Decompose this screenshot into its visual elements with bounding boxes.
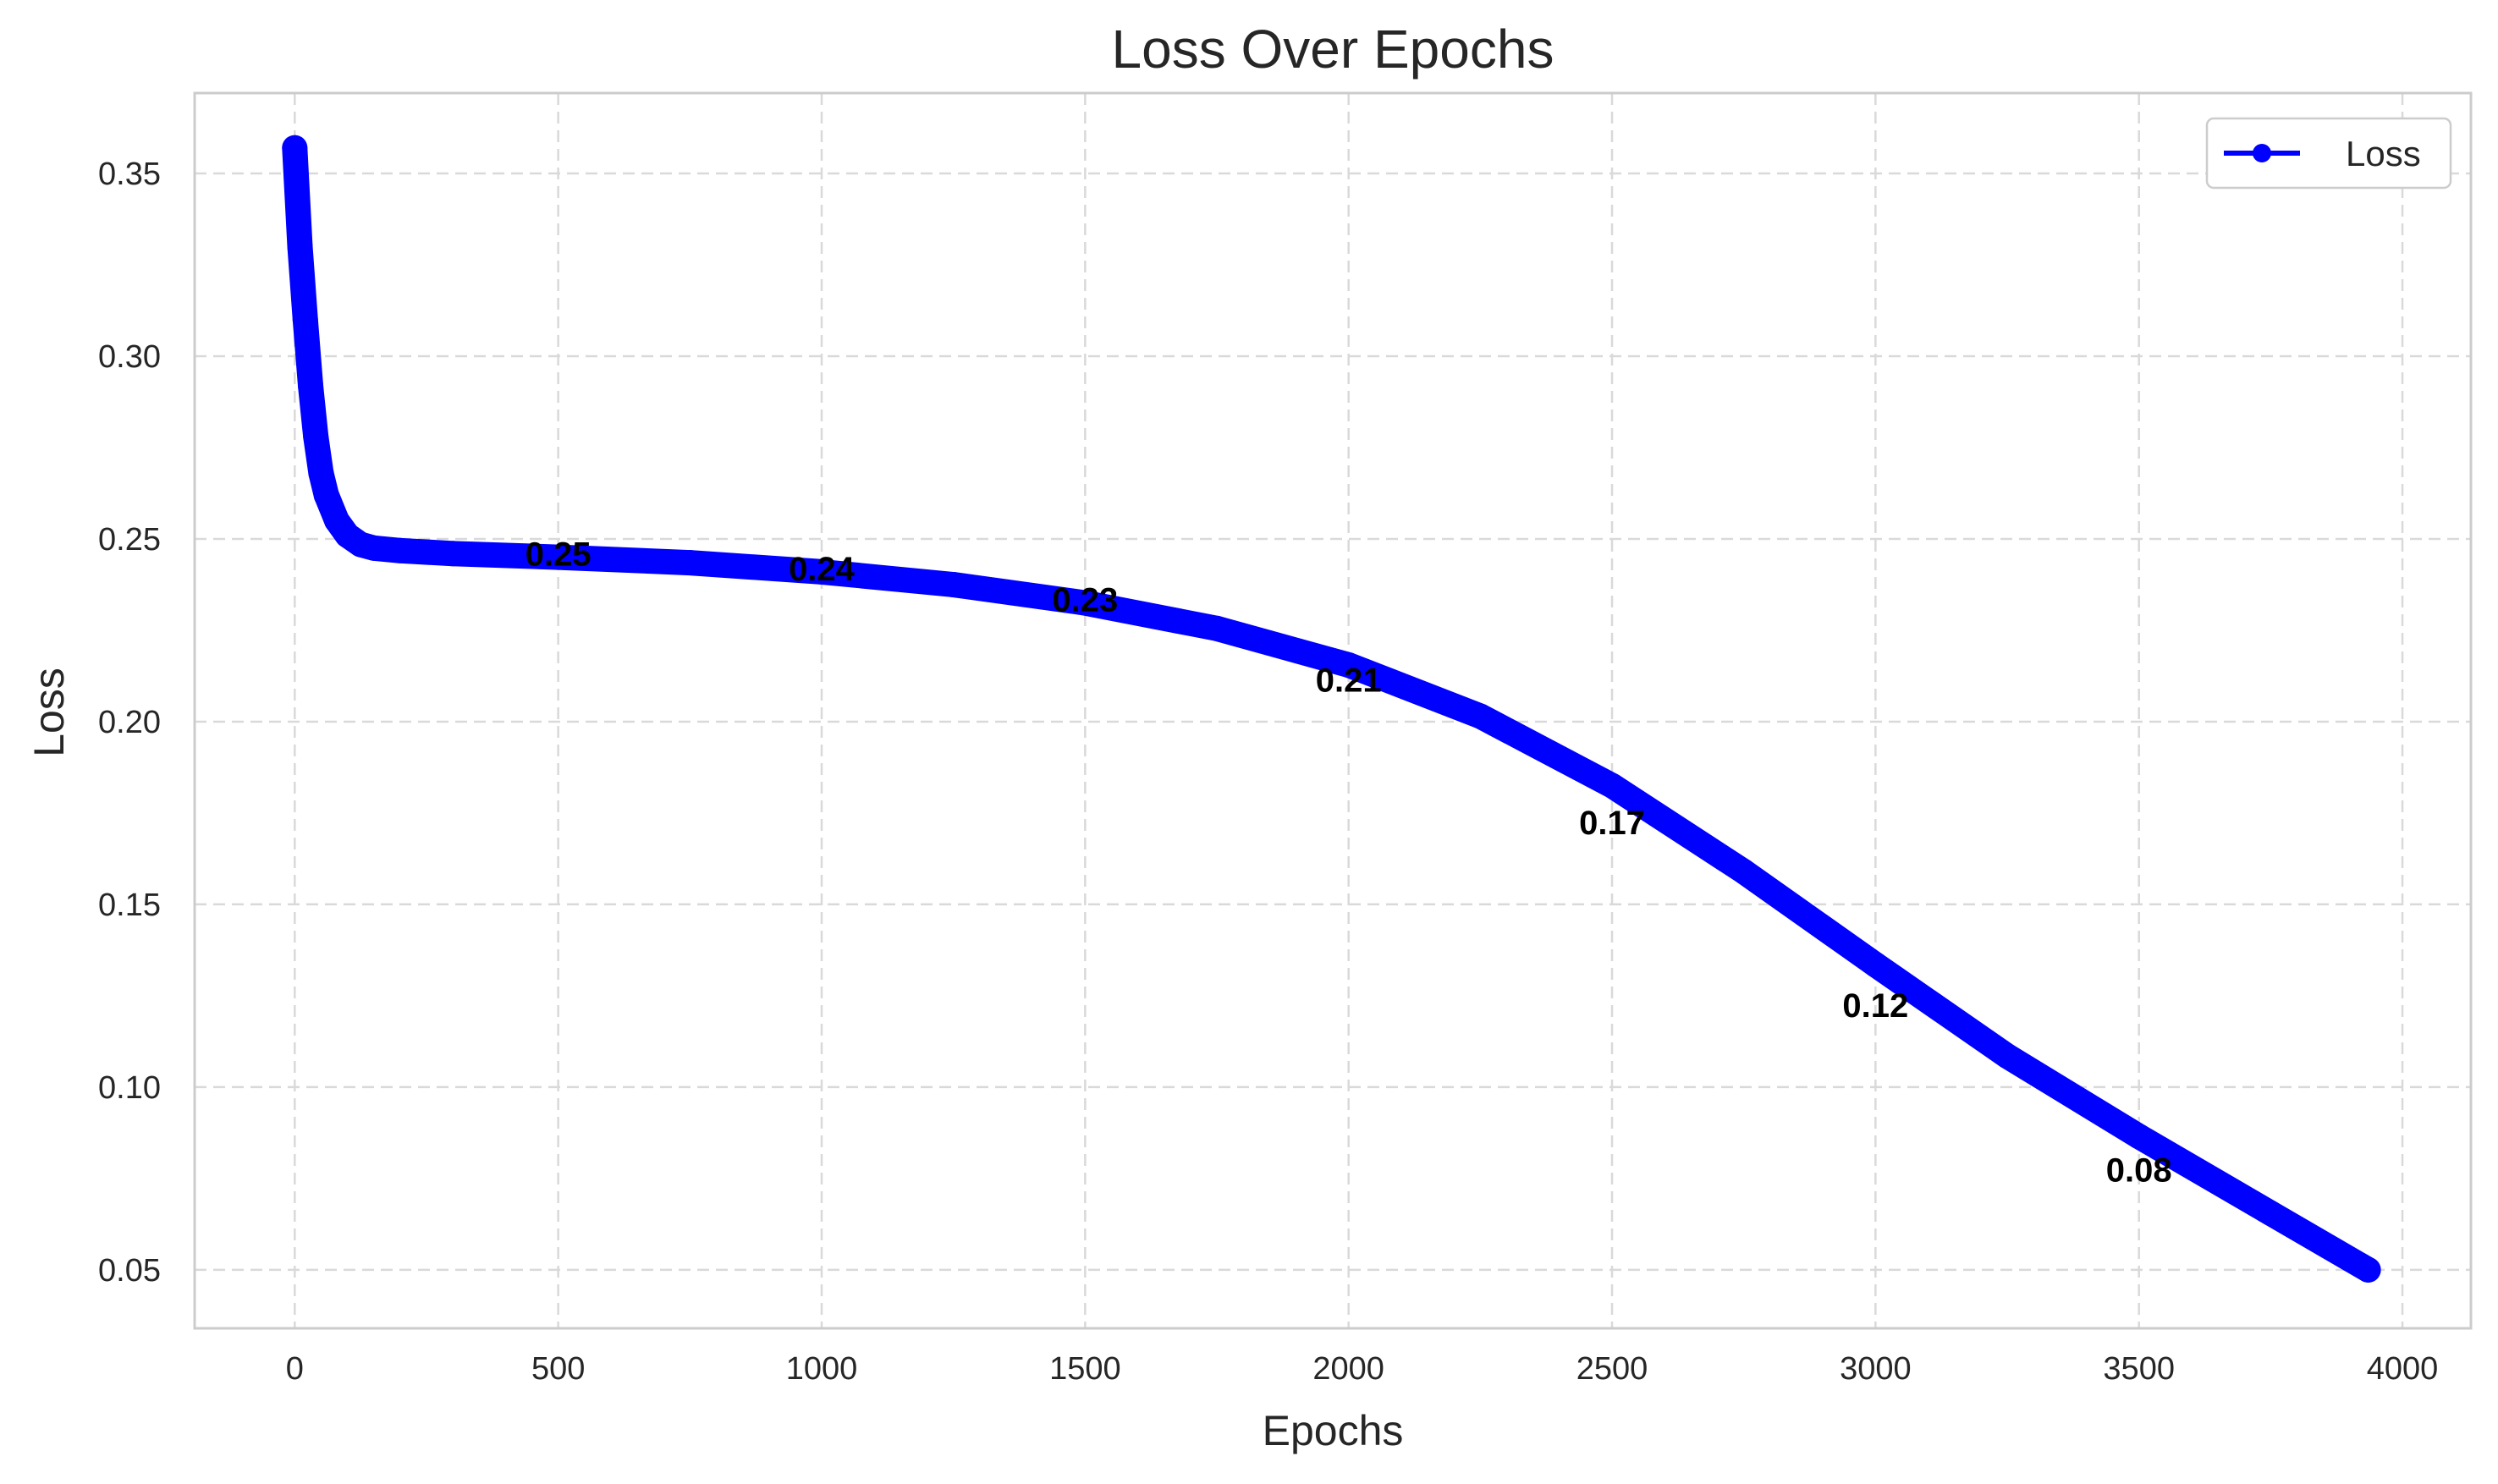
series-point bbox=[292, 306, 318, 333]
series-point bbox=[1204, 615, 1230, 641]
y-axis-label: Loss bbox=[25, 668, 73, 757]
series-point bbox=[1599, 772, 1626, 799]
legend[interactable]: Loss bbox=[2205, 117, 2452, 190]
x-tick-label: 1500 bbox=[1049, 1351, 1121, 1387]
series-point bbox=[2126, 1124, 2152, 1150]
series-point bbox=[1335, 652, 1362, 679]
legend-box bbox=[2205, 117, 2452, 190]
series-point bbox=[1995, 1043, 2021, 1069]
x-tick-label: 2000 bbox=[1312, 1351, 1384, 1387]
series-point bbox=[282, 135, 308, 161]
series-point bbox=[308, 460, 334, 486]
x-tick-label: 3000 bbox=[1840, 1351, 1912, 1387]
x-tick-label: 3500 bbox=[2103, 1351, 2175, 1387]
y-tick-label: 0.15 bbox=[98, 888, 161, 923]
y-tick-label: 0.05 bbox=[98, 1253, 161, 1289]
series-point bbox=[287, 234, 313, 260]
data-label: 0.08 bbox=[2106, 1151, 2172, 1189]
legend-entry-loss: Loss bbox=[2346, 134, 2421, 173]
y-tick-label: 0.30 bbox=[98, 339, 161, 375]
y-axis-ticks: 0.05 0.10 0.15 0.20 0.25 0.30 0.35 bbox=[98, 157, 161, 1289]
x-axis-label: Epochs bbox=[1263, 1407, 1404, 1454]
series-point bbox=[297, 372, 323, 398]
data-label: 0.23 bbox=[1052, 582, 1118, 619]
x-axis-ticks: 0 500 1000 1500 2000 2500 3000 3500 4000 bbox=[286, 1351, 2439, 1387]
grid-lines bbox=[195, 93, 2471, 1328]
y-tick-label: 0.10 bbox=[98, 1070, 161, 1106]
y-tick-label: 0.25 bbox=[98, 522, 161, 558]
series-point bbox=[940, 571, 966, 597]
series-point bbox=[303, 424, 329, 450]
x-tick-label: 0 bbox=[286, 1351, 304, 1387]
series-line-loss bbox=[282, 135, 2381, 1283]
series-layer bbox=[282, 135, 2381, 1283]
series-point bbox=[313, 482, 339, 508]
data-label: 0.25 bbox=[525, 536, 591, 574]
series-point bbox=[808, 558, 834, 585]
data-label: 0.21 bbox=[1316, 662, 1382, 700]
legend-marker bbox=[2253, 144, 2271, 162]
data-label: 0.17 bbox=[1579, 805, 1645, 842]
chart-title: Loss Over Epochs bbox=[1112, 19, 1554, 80]
series-point bbox=[677, 550, 703, 576]
series-point bbox=[545, 544, 571, 570]
x-tick-label: 4000 bbox=[2367, 1351, 2439, 1387]
series-point bbox=[360, 535, 387, 561]
series-point bbox=[1467, 703, 1494, 729]
series-point bbox=[440, 541, 466, 567]
y-tick-label: 0.35 bbox=[98, 157, 161, 192]
plot-frame bbox=[193, 91, 2473, 1330]
series-point bbox=[1862, 952, 1889, 978]
x-tick-label: 500 bbox=[531, 1351, 585, 1387]
data-labels: 0.25 0.24 0.23 0.21 0.17 0.12 0.08 bbox=[525, 536, 2172, 1190]
series-point bbox=[1072, 590, 1098, 616]
series-point bbox=[2258, 1200, 2284, 1226]
series-point bbox=[2355, 1256, 2381, 1283]
x-tick-label: 2500 bbox=[1576, 1351, 1648, 1387]
series-point bbox=[387, 537, 413, 563]
data-label: 0.12 bbox=[1842, 987, 1908, 1025]
series-point bbox=[1730, 859, 1757, 885]
x-tick-label: 1000 bbox=[786, 1351, 858, 1387]
y-tick-label: 0.20 bbox=[98, 705, 161, 740]
data-label: 0.24 bbox=[789, 551, 856, 588]
